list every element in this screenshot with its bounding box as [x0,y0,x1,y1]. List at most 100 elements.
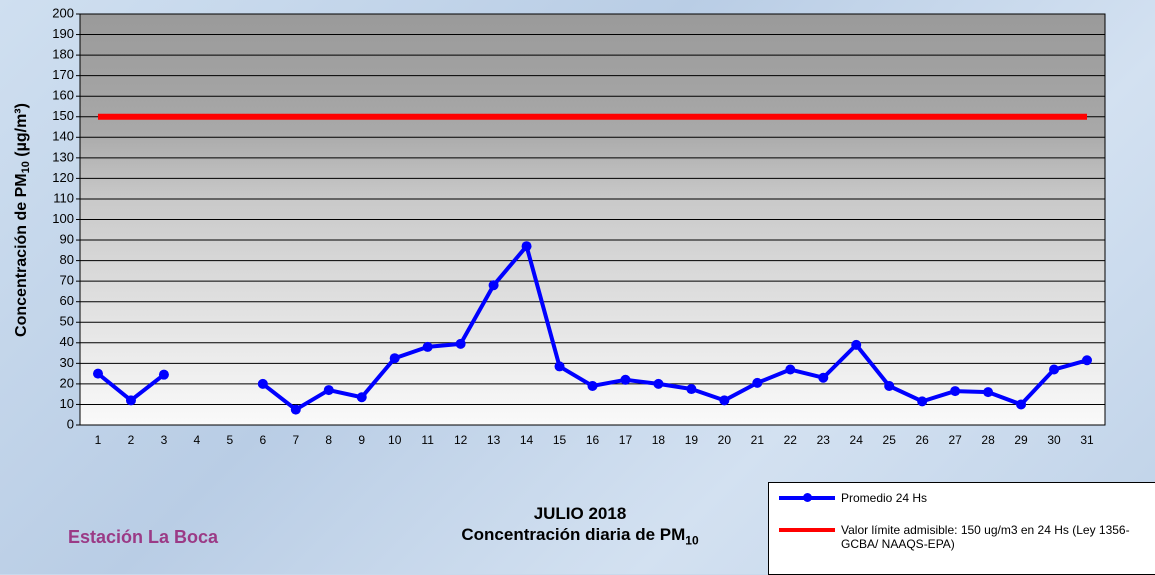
x-tick-label: 7 [292,433,299,447]
legend-item: Promedio 24 Hs [779,491,927,505]
legend-swatch [779,528,835,532]
x-tick-label: 8 [325,433,332,447]
y-label-sub: 10 [20,161,32,173]
point [1049,365,1059,375]
y-tick-label: 110 [53,190,74,205]
legend-marker [803,493,812,502]
point [456,339,466,349]
x-tick-label: 2 [128,433,135,447]
x-tick-label: 6 [259,433,266,447]
y-tick-label: 0 [67,416,74,431]
subtitle-sub: 10 [685,533,698,547]
y-tick-label: 20 [60,375,74,390]
x-tick-label: 15 [553,433,567,447]
point [489,280,499,290]
page: Concentración de PM10 (µg/m³) 0102030405… [0,0,1155,574]
point [588,381,598,391]
point [357,392,367,402]
point [653,379,663,389]
legend: Promedio 24 Hs Valor límite admisible: 15… [768,482,1155,575]
y-tick-label: 50 [60,314,74,329]
x-tick-label: 10 [388,433,402,447]
x-tick-label: 5 [227,433,234,447]
y-tick-label: 190 [52,26,74,41]
point [719,395,729,405]
titles: JULIO 2018 Concentración diaria de PM10 [380,503,780,551]
point [620,375,630,385]
station-name: Estación La Boca [68,527,218,548]
y-tick-label: 150 [52,108,74,123]
x-tick-label: 25 [883,433,897,447]
legend-label: Promedio 24 Hs [841,491,927,505]
point [1016,399,1026,409]
point [258,379,268,389]
point [423,342,433,352]
point [390,353,400,363]
y-label-part: Concentración de PM [13,173,30,337]
y-tick-label: 130 [52,149,74,164]
y-tick-label: 160 [52,88,74,103]
x-tick-label: 29 [1014,433,1028,447]
y-tick-label: 60 [60,293,74,308]
x-tick-label: 30 [1047,433,1061,447]
point [1082,355,1092,365]
y-axis-label: Concentración de PM10 (µg/m³) [13,103,32,337]
point [983,387,993,397]
x-tick-label: 1 [95,433,102,447]
point [686,384,696,394]
point [917,396,927,406]
point [818,373,828,383]
point [291,405,301,415]
x-tick-label: 14 [520,433,534,447]
x-tick-label: 12 [454,433,468,447]
x-tick-label: 31 [1080,433,1094,447]
y-tick-label: 40 [60,334,74,349]
point [555,361,565,371]
x-tick-label: 13 [487,433,501,447]
y-tick-label: 30 [60,355,74,370]
y-tick-label: 70 [60,273,74,288]
x-tick-label: 17 [619,433,633,447]
point [950,386,960,396]
y-tick-label: 10 [60,396,74,411]
x-tick-label: 26 [915,433,929,447]
legend-label: Valor límite admisible: 150 ug/m3 en 24 … [841,523,1155,551]
point [93,369,103,379]
legend-swatch [779,496,835,500]
y-tick-label: 80 [60,252,74,267]
y-label-part: (µg/m³) [13,103,30,161]
x-tick-label: 18 [652,433,666,447]
x-tick-label: 16 [586,433,600,447]
x-tick-label: 24 [850,433,864,447]
x-tick-label: 20 [718,433,732,447]
y-tick-label: 140 [52,129,74,144]
y-tick-label: 100 [52,211,74,226]
legend-item: Valor límite admisible: 150 ug/m3 en 24 … [779,523,1155,551]
x-tick-label: 4 [194,433,201,447]
x-tick-label: 19 [685,433,699,447]
x-tick-label: 21 [751,433,765,447]
y-tick-label: 200 [52,5,74,20]
x-tick-label: 23 [817,433,831,447]
point [126,395,136,405]
point [522,241,532,251]
point [159,370,169,380]
chart-title: JULIO 2018 [380,503,780,524]
point [324,385,334,395]
point [884,381,894,391]
y-tick-label: 180 [52,47,74,62]
x-tick-label: 22 [784,433,798,447]
chart-subtitle: Concentración diaria de PM10 [380,524,780,551]
point [752,378,762,388]
point [785,365,795,375]
y-tick-label: 90 [60,231,74,246]
x-tick-label: 27 [948,433,962,447]
subtitle-part: Concentración diaria de PM [461,525,685,544]
x-tick-label: 3 [161,433,168,447]
x-tick-label: 9 [358,433,365,447]
x-tick-label: 11 [421,433,434,447]
point [851,340,861,350]
y-tick-label: 120 [52,170,74,185]
y-tick-label: 170 [52,67,74,82]
x-tick-label: 28 [981,433,995,447]
